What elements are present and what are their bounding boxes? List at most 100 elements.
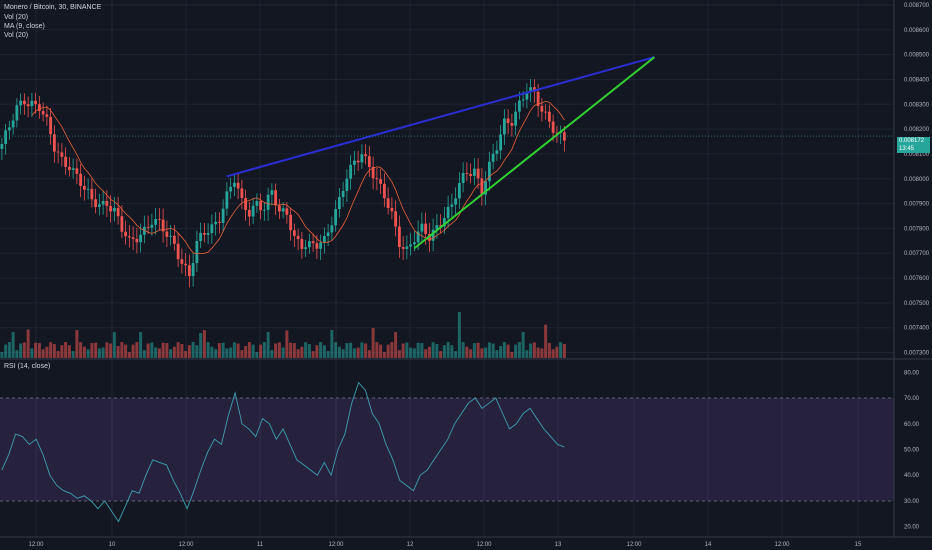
price-axis-label: 0.007600 [904, 276, 930, 282]
volume-bar [315, 345, 319, 358]
candle-body [382, 183, 386, 199]
volume-bar [94, 342, 98, 358]
volume-bar [34, 342, 38, 358]
volume-bar [341, 349, 345, 358]
price-axis-label: 0.007500 [904, 301, 930, 307]
volume-bar [360, 342, 364, 358]
candle-body [135, 238, 139, 243]
volume-bar [124, 344, 128, 358]
candle-body [547, 111, 551, 122]
countdown-tag: 13:45 [897, 145, 930, 153]
candle-body [289, 214, 293, 231]
candle-body [562, 132, 566, 141]
volume-bar [457, 312, 461, 358]
volume-bar [266, 331, 270, 358]
candle-body [169, 235, 173, 237]
volume-bar [487, 342, 491, 358]
volume-bar [461, 342, 465, 358]
time-axis-label: 15 [855, 542, 862, 548]
candle-body [551, 121, 555, 133]
candle-body [401, 247, 405, 249]
volume-bar [0, 352, 4, 358]
candle-body [502, 118, 506, 135]
candle-body [199, 233, 203, 242]
lower-trendline[interactable] [413, 56, 655, 250]
volume-bar [191, 342, 195, 358]
volume-bar [529, 343, 533, 358]
volume-bar [356, 347, 360, 358]
candle-body [232, 182, 236, 187]
candle-body [510, 123, 514, 126]
time-axis-label: 12:00 [328, 542, 344, 548]
candle-body [0, 144, 4, 149]
candle-body [79, 173, 83, 186]
volume-bar [206, 342, 210, 358]
upper-trendline[interactable] [226, 56, 655, 178]
volume-bar [157, 348, 161, 358]
candle-body [259, 201, 263, 211]
candle-body [26, 104, 30, 107]
volume-bar [476, 342, 480, 358]
volume-bar [285, 330, 289, 358]
volume-bar [435, 344, 439, 358]
rsi-axis-label: 60.00 [904, 422, 920, 428]
volume-bar [41, 349, 45, 358]
candle-body [517, 100, 521, 112]
candle-body [352, 160, 356, 165]
volume-bar [49, 342, 53, 358]
volume-bar [307, 344, 311, 358]
candle-body [307, 241, 311, 248]
volume-bar [371, 327, 375, 358]
candle-body [326, 232, 330, 236]
volume-bar [26, 329, 30, 358]
volume-bar [292, 343, 296, 358]
volume-bar [86, 349, 90, 358]
volume-bar [322, 345, 326, 358]
candle-body [266, 194, 270, 210]
volume-bar [56, 351, 60, 358]
volume-bar [109, 343, 113, 358]
volume-bar [90, 343, 94, 358]
candle-body [525, 91, 529, 100]
volume-bar [319, 342, 323, 358]
volume-bar [480, 348, 484, 358]
candle-body [154, 219, 158, 225]
candle-body [397, 226, 401, 248]
volume-bar [217, 343, 221, 358]
volume-bar [450, 345, 454, 358]
candle-body [240, 188, 244, 199]
volume-bar [97, 348, 101, 358]
volume-bar [442, 345, 446, 358]
volume-bar [559, 342, 563, 358]
volume-bar [555, 346, 559, 358]
candle-body [375, 178, 379, 180]
candle-body [405, 246, 409, 249]
price-axis-label: 0.007900 [904, 202, 930, 208]
candle-body [244, 198, 248, 210]
volume-bar [30, 348, 34, 358]
volume-bar [176, 342, 180, 358]
volume-bar [364, 343, 368, 358]
volume-bar [386, 344, 390, 358]
candle-body [217, 221, 221, 223]
candle-body [277, 205, 281, 212]
volume-bar [64, 342, 68, 358]
volume-bar [379, 344, 383, 358]
candle-body [499, 134, 503, 151]
candle-body [442, 218, 446, 227]
volume-bar [345, 343, 349, 358]
price-axis-label: 0.008300 [904, 102, 930, 108]
time-axis-label: 13 [555, 542, 562, 548]
candle-body [544, 111, 548, 113]
candle-body [296, 235, 300, 240]
candle-body [322, 235, 326, 243]
volume-bar [525, 350, 529, 358]
price-axis-label: 0.007300 [904, 351, 930, 357]
volume-bar [405, 342, 409, 358]
volume-bar [416, 342, 420, 358]
volume-bar [382, 351, 386, 358]
candle-body [334, 209, 338, 226]
time-axis-label: 12:00 [476, 542, 492, 548]
candle-body [540, 105, 544, 112]
